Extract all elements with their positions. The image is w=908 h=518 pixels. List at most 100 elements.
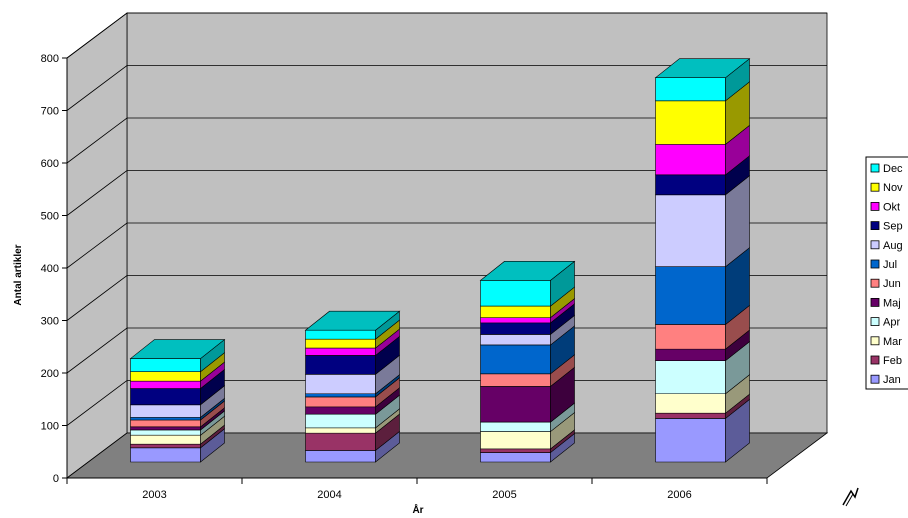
bar-front-face (130, 419, 201, 428)
bar-segment-Aug (655, 175, 750, 268)
bar-front-face (130, 426, 201, 431)
bar-front-face (130, 371, 201, 382)
gridline (66, 65, 827, 111)
bar-front-face (480, 421, 551, 432)
legend-item-Maj: Maj (870, 297, 901, 309)
bar-segment-Okt (480, 298, 575, 324)
legend-label: Jul (883, 259, 897, 271)
legend-label: Maj (883, 297, 901, 309)
bar-segment-Aug (305, 354, 400, 395)
bar-front-face (480, 373, 551, 387)
bar-front-face (130, 380, 201, 389)
bar-front-face (655, 360, 726, 395)
bar-front-face (305, 432, 376, 451)
bar-top-face (654, 58, 751, 78)
gridline (66, 170, 827, 216)
bar-front-face (480, 448, 551, 453)
x-tick-labels: 2003 2004 2005 2006 (142, 489, 691, 501)
y-tick-label: 100 (41, 421, 59, 433)
bar-segment-Jan (305, 430, 400, 463)
legend-box (865, 156, 908, 390)
bar-segment-Mar (480, 411, 575, 450)
legend-item-Aug: Aug (870, 240, 903, 252)
legend-swatch (870, 297, 880, 307)
bar-front-face (480, 317, 551, 324)
cursor-mark (842, 487, 859, 507)
bar-segment-Nov (655, 81, 750, 145)
x-tick-label: 2006 (667, 489, 691, 501)
bar-front-face (130, 434, 201, 445)
legend-swatch (870, 163, 880, 173)
y-tick-label: 300 (41, 316, 59, 328)
bar-stacks (129, 58, 751, 463)
x-axis-title: År (412, 503, 423, 516)
bar-top-face (129, 339, 226, 359)
bar-segment-Okt (130, 361, 225, 390)
bar-front-face (655, 174, 726, 196)
bar-front-face (130, 358, 201, 373)
bar-stack-2005 (479, 260, 576, 463)
bar-top-face (304, 310, 401, 331)
legend-item-Dec: Dec (870, 163, 903, 175)
legend-swatch (870, 182, 880, 192)
legend-item-Apr: Apr (870, 317, 900, 329)
bar-front-face (655, 412, 726, 419)
bar-front-face (130, 388, 201, 406)
gridline (66, 275, 827, 321)
bar-segment-Aug (480, 314, 575, 346)
bar-front-face (655, 418, 726, 463)
legend-swatch (870, 355, 880, 365)
bar-front-face (305, 374, 376, 395)
bar-front-face (130, 404, 201, 418)
bar-front-face (480, 305, 551, 318)
bar-top-face (479, 261, 576, 281)
bar-front-face (305, 396, 376, 408)
legend-label: Nov (883, 182, 903, 194)
bar-segment-Apr (130, 410, 225, 436)
bar-front-face (480, 280, 551, 307)
gridlines (66, 12, 827, 426)
bar-segment-Jan (130, 428, 225, 463)
legend-item-Jun: Jun (870, 278, 901, 290)
legend-label: Feb (883, 355, 902, 367)
y-axis-title: Antal artikler (13, 244, 24, 305)
legend-item-Jan: Jan (870, 374, 901, 386)
bar-front-face (305, 329, 376, 340)
bar-front-face (305, 393, 376, 398)
bar-front-face (305, 427, 376, 434)
bar-segment-Apr (655, 341, 750, 395)
legend-label: Apr (883, 317, 900, 329)
bar-segment-Mar (655, 374, 750, 414)
bar-front-face (130, 447, 201, 463)
gridline (66, 327, 827, 374)
legend-item-Jul: Jul (870, 259, 897, 271)
bar-stack-2003 (129, 338, 226, 463)
bar-segment-Maj (305, 387, 400, 415)
bar-stack-2006 (654, 58, 751, 463)
legend-label: Jun (883, 278, 901, 290)
bar-front-face (655, 324, 726, 350)
y-tick-label: 800 (41, 53, 59, 65)
bar-front-face (305, 338, 376, 349)
bar-segment-Mar (305, 408, 400, 434)
gridline (66, 117, 827, 164)
gridline (66, 222, 827, 269)
x-tick-label: 2003 (142, 489, 166, 501)
bar-front-face (655, 77, 726, 102)
gridline (66, 380, 827, 426)
y-tick-label: 600 (41, 158, 59, 170)
legend: Dec Nov Okt Sep Aug Jul Jun Maj Apr Mar Feb Jan (865, 156, 908, 390)
bar-front-face (655, 393, 726, 414)
y-tick-label: 700 (41, 106, 59, 118)
bar-segment-Jan (655, 398, 750, 463)
bar-front-face (655, 144, 726, 176)
bar-front-face (130, 417, 201, 421)
y-tick-label: 500 (41, 211, 59, 223)
legend-item-Nov: Nov (870, 182, 903, 194)
bar-segment-Okt (655, 124, 750, 176)
bar-front-face (305, 406, 376, 415)
y-tick-label: 200 (41, 368, 59, 380)
legend-label: Mar (883, 336, 902, 348)
bar-segment-Apr (480, 402, 575, 433)
